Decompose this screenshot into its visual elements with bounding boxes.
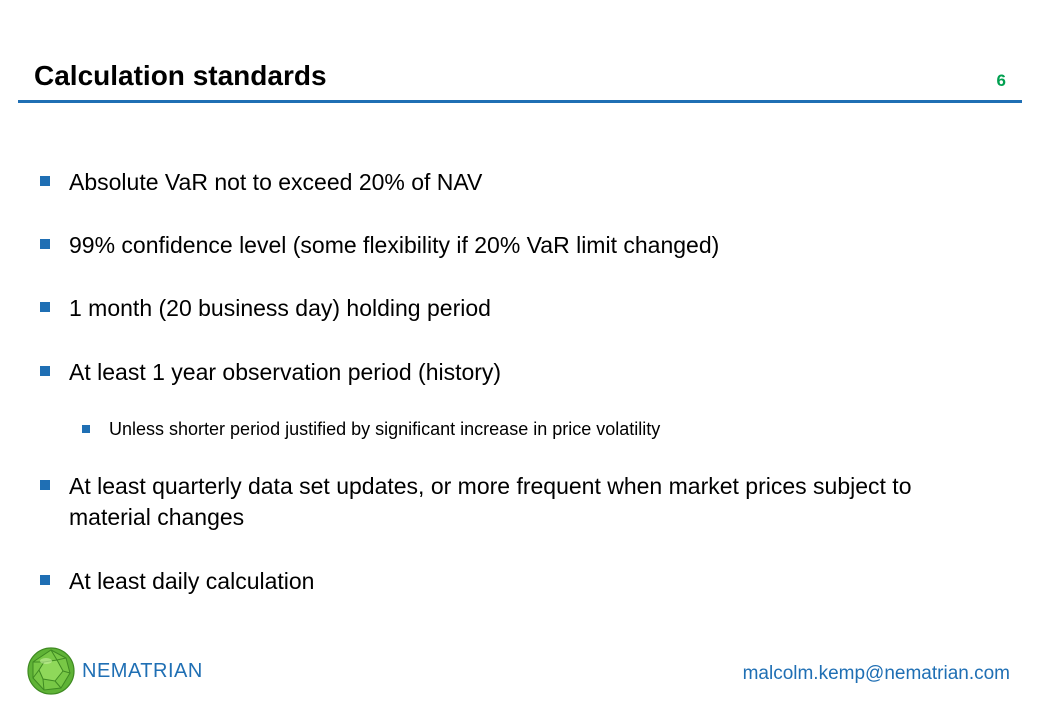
- bullet-item: 1 month (20 business day) holding period: [40, 293, 960, 324]
- sub-bullet-text: Unless shorter period justified by signi…: [109, 419, 661, 439]
- bullet-text: At least 1 year observation period (hist…: [69, 359, 502, 385]
- green-polyhedron-logo-icon: [27, 647, 75, 695]
- bullet-item: Absolute VaR not to exceed 20% of NAV: [40, 167, 960, 198]
- square-bullet-icon: [40, 239, 50, 249]
- bullet-item: At least quarterly data set updates, or …: [40, 471, 960, 533]
- bullet-text: 1 month (20 business day) holding period: [69, 295, 491, 321]
- bullet-text: At least daily calculation: [69, 568, 315, 594]
- brand-name: NEMATRIAN: [82, 660, 203, 682]
- bullet-text: At least quarterly data set updates, or …: [69, 473, 912, 530]
- bullet-text: 99% confidence level (some flexibility i…: [69, 232, 720, 258]
- bullet-text: Absolute VaR not to exceed 20% of NAV: [69, 169, 483, 195]
- square-bullet-icon: [40, 176, 50, 186]
- slide-title: Calculation standards: [34, 60, 327, 91]
- square-bullet-icon: [40, 480, 50, 490]
- title-divider: [18, 100, 1022, 103]
- square-bullet-icon: [82, 425, 90, 433]
- square-bullet-icon: [40, 366, 50, 376]
- square-bullet-icon: [40, 575, 50, 585]
- contact-email: malcolm.kemp@nematrian.com: [742, 663, 1010, 684]
- bullet-item: 99% confidence level (some flexibility i…: [40, 230, 960, 261]
- square-bullet-icon: [40, 302, 50, 312]
- sub-bullet-item: Unless shorter period justified by signi…: [82, 418, 962, 441]
- page-number: 6: [996, 71, 1006, 90]
- bullet-item: At least 1 year observation period (hist…: [40, 357, 960, 388]
- bullet-item: At least daily calculation: [40, 566, 960, 597]
